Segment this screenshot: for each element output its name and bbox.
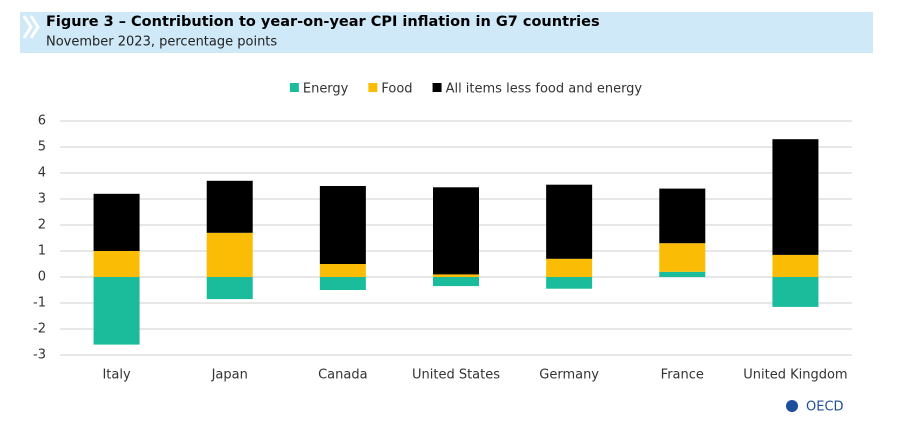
bar-segment — [93, 251, 140, 277]
x-tick-label: Germany — [539, 368, 599, 383]
x-tick-label: United Kingdom — [743, 368, 847, 383]
source-logo: OECD — [806, 400, 844, 415]
y-tick-label: 5 — [38, 140, 46, 155]
bar-segment — [546, 258, 593, 277]
x-tick-label: United States — [412, 368, 500, 383]
chart-title: Figure 3 – Contribution to year-on-year … — [46, 14, 600, 30]
bar-segment — [206, 277, 253, 300]
bar-segment — [659, 243, 706, 272]
bar-segment — [659, 271, 706, 277]
bar-segment — [206, 180, 253, 233]
legend-label: All items less food and energy — [446, 82, 643, 97]
bar-segment — [772, 277, 819, 307]
bar-segment — [319, 264, 366, 277]
y-tick-label: -3 — [33, 348, 46, 363]
bar-segment — [546, 184, 593, 259]
y-tick-label: 0 — [38, 270, 46, 285]
y-tick-label: 4 — [38, 166, 46, 181]
legend-swatch — [368, 83, 378, 92]
y-tick-label: -2 — [33, 322, 46, 337]
legend-swatch — [289, 83, 299, 92]
bar-segment — [772, 254, 819, 277]
x-tick-label: Japan — [211, 368, 248, 383]
y-tick-label: 3 — [38, 192, 46, 207]
bar-segment — [319, 186, 366, 264]
bar-segment — [659, 188, 706, 244]
x-tick-label: Canada — [318, 368, 367, 383]
x-tick-label: France — [661, 368, 704, 383]
chart-subtitle: November 2023, percentage points — [46, 35, 277, 50]
x-tick-label: Italy — [102, 368, 131, 383]
header-band — [20, 12, 873, 53]
legend-label: Energy — [303, 82, 349, 97]
bar-segment — [433, 274, 479, 277]
bar-segment — [433, 277, 479, 287]
bar-segment — [772, 139, 819, 255]
bar-segment — [433, 187, 479, 275]
bar-segment — [546, 277, 593, 289]
y-tick-label: 2 — [38, 218, 46, 233]
bar-segment — [93, 193, 140, 251]
y-tick-label: 6 — [38, 114, 46, 129]
chevron — [29, 15, 40, 39]
bar-segment — [319, 277, 366, 290]
bar-segment — [93, 277, 140, 345]
y-tick-label: -1 — [33, 296, 46, 311]
legend-label: Food — [381, 82, 412, 97]
logo-mark — [786, 400, 798, 412]
y-tick-label: 1 — [38, 244, 46, 259]
chevron — [22, 15, 33, 39]
legend-swatch — [432, 83, 442, 92]
bar-segment — [206, 232, 253, 277]
